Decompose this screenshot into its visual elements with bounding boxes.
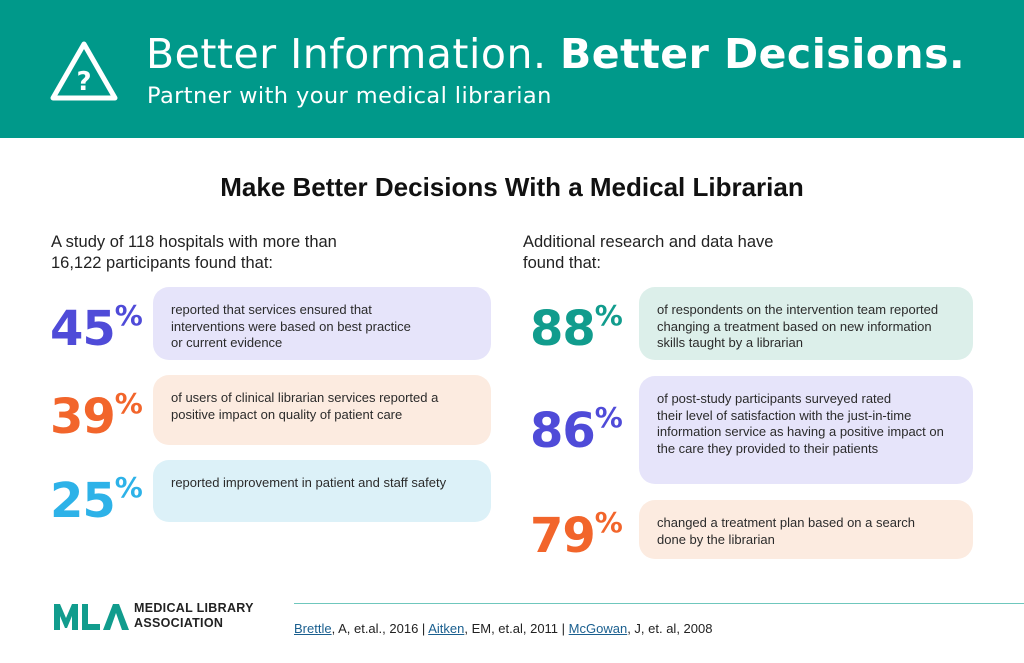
citation-text: , A, et.al., 2016 | [331, 621, 429, 636]
stat-value-45: 45% [50, 299, 143, 357]
stat-box-86: of post-study participants surveyed rate… [639, 376, 973, 484]
mla-logo-icon [54, 604, 129, 630]
citation-text: , EM, et.al, 2011 | [464, 621, 569, 636]
header-banner: ? Better Information. Better Decisions. … [0, 0, 1024, 138]
stat-value-88: 88% [530, 299, 623, 357]
citations: Brettle, A, et.al., 2016 | Aitken, EM, e… [294, 621, 712, 637]
citation-link-brettle[interactable]: Brettle [294, 621, 332, 636]
banner-title: Better Information. Better Decisions. [146, 30, 966, 78]
footer-divider [294, 603, 1024, 604]
stat-box-79: changed a treatment plan based on a sear… [639, 500, 973, 559]
stat-box-45: reported that services ensured that inte… [153, 287, 491, 360]
stat-value-86: 86% [530, 401, 623, 459]
stat-box-88: of respondents on the intervention team … [639, 287, 973, 360]
banner-subtitle: Partner with your medical librarian [147, 83, 552, 109]
right-intro: Additional research and data have found … [523, 233, 774, 272]
organization-name: MEDICAL LIBRARY ASSOCIATION [134, 601, 254, 630]
page-title: Make Better Decisions With a Medical Lib… [220, 172, 804, 202]
svg-text:?: ? [76, 67, 91, 97]
stat-box-39: of users of clinical librarian services … [153, 375, 491, 445]
stat-value-39: 39% [50, 387, 143, 445]
stat-value-25: 25% [50, 471, 143, 529]
stat-box-25: reported improvement in patient and staf… [153, 460, 491, 522]
citation-link-mcgowan[interactable]: McGowan [568, 621, 628, 636]
citation-text: , J, et. al, 2008 [627, 621, 713, 636]
left-intro: A study of 118 hospitals with more than … [51, 233, 337, 272]
stat-value-79: 79% [530, 506, 623, 564]
warning-question-icon: ? [50, 41, 118, 101]
citation-link-aitken[interactable]: Aitken [428, 621, 465, 636]
